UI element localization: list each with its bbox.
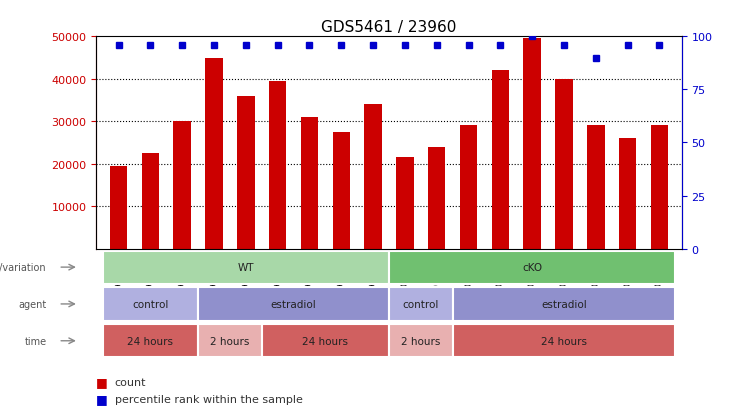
Text: percentile rank within the sample: percentile rank within the sample bbox=[115, 394, 303, 404]
Bar bbox=[269, 82, 287, 249]
Bar bbox=[103, 288, 198, 321]
Bar bbox=[389, 288, 453, 321]
Bar bbox=[365, 105, 382, 249]
Bar bbox=[103, 325, 198, 358]
Title: GDS5461 / 23960: GDS5461 / 23960 bbox=[322, 20, 456, 35]
Bar bbox=[491, 71, 509, 249]
Text: control: control bbox=[402, 299, 439, 309]
Bar bbox=[619, 139, 637, 249]
Bar bbox=[237, 97, 255, 249]
Bar bbox=[333, 133, 350, 249]
Bar bbox=[587, 126, 605, 249]
Text: 2 hours: 2 hours bbox=[210, 336, 250, 346]
Bar bbox=[453, 325, 675, 358]
Bar bbox=[103, 251, 389, 284]
Text: 24 hours: 24 hours bbox=[302, 336, 348, 346]
Bar bbox=[301, 118, 318, 249]
Bar bbox=[428, 147, 445, 249]
Bar bbox=[198, 288, 389, 321]
Text: 24 hours: 24 hours bbox=[127, 336, 173, 346]
Bar bbox=[110, 166, 127, 249]
Text: time: time bbox=[24, 336, 47, 346]
Bar bbox=[396, 158, 413, 249]
Bar bbox=[453, 288, 675, 321]
Bar bbox=[389, 325, 453, 358]
Bar bbox=[262, 325, 389, 358]
Text: agent: agent bbox=[19, 299, 47, 309]
Bar bbox=[389, 251, 675, 284]
Text: 2 hours: 2 hours bbox=[401, 336, 441, 346]
Bar bbox=[651, 126, 668, 249]
Bar bbox=[460, 126, 477, 249]
Text: estradiol: estradiol bbox=[541, 299, 587, 309]
Bar bbox=[173, 122, 191, 249]
Text: cKO: cKO bbox=[522, 263, 542, 273]
Text: estradiol: estradiol bbox=[270, 299, 316, 309]
Bar bbox=[142, 154, 159, 249]
Text: control: control bbox=[132, 299, 169, 309]
Bar bbox=[205, 58, 223, 249]
Text: ■: ■ bbox=[96, 392, 108, 405]
Bar bbox=[555, 80, 573, 249]
Text: count: count bbox=[115, 377, 147, 387]
Text: ■: ■ bbox=[96, 375, 108, 389]
Text: 24 hours: 24 hours bbox=[541, 336, 587, 346]
Text: genotype/variation: genotype/variation bbox=[0, 263, 47, 273]
Text: WT: WT bbox=[238, 263, 254, 273]
Bar bbox=[198, 325, 262, 358]
Bar bbox=[523, 39, 541, 249]
